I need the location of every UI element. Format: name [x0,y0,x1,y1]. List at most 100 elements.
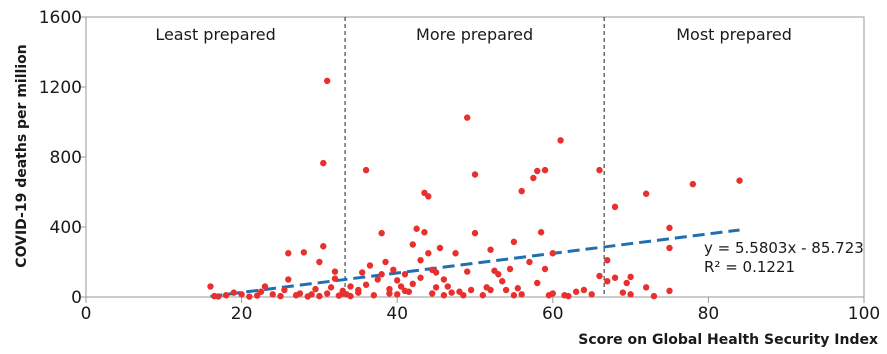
data-point [429,290,436,297]
data-point [572,288,580,295]
data-point [386,285,393,293]
region-label-2: Most prepared [676,25,792,44]
data-point [246,293,253,300]
data-point [666,287,673,295]
data-point [362,166,370,174]
data-point [464,268,471,275]
x-tick-label: 100 [848,304,880,324]
data-point [596,166,603,174]
y-tick-label: 800 [50,148,82,168]
data-point [444,283,451,290]
data-point [596,272,603,280]
data-point [502,286,510,294]
data-point [557,137,564,144]
x-axis-title: Score on Global Health Security Index [578,332,878,348]
data-point [425,193,432,200]
region-label-0: Least prepared [155,25,275,44]
data-point [316,258,323,266]
data-point [627,291,634,298]
data-point [541,265,549,273]
data-point [405,288,413,295]
data-point [308,291,315,298]
data-point [642,284,650,291]
data-point [417,257,424,264]
data-point [413,225,420,232]
trendline [210,228,740,298]
data-point [464,114,471,121]
data-point [425,250,432,257]
region-labels: Least prepared More prepared Most prepared [155,25,792,44]
x-tick-label: 40 [386,304,408,324]
data-point [619,289,627,296]
data-point [534,279,541,287]
data-point [269,291,276,298]
data-point [390,266,397,274]
x-tick-label: 60 [542,304,564,324]
data-point [378,229,385,237]
data-point [510,238,518,246]
data-point [537,229,545,236]
data-point [358,269,366,276]
data-point [666,224,673,232]
data-point [627,273,634,281]
y-axis-ticks: 0 400 800 1200 1600 [39,8,86,308]
data-point [518,187,525,195]
data-point [580,286,588,294]
data-point [467,286,475,294]
data-point [370,292,378,299]
data-point [222,292,230,299]
data-point [261,283,269,290]
data-point [487,286,494,294]
data-point [362,281,370,288]
data-point [506,265,514,273]
x-tick-label: 20 [231,304,253,324]
y-axis-title: COVID-19 deaths per million [14,44,30,267]
data-point [611,203,619,211]
data-point [541,166,549,174]
data-point [347,292,354,300]
data-point [549,250,556,257]
data-point [394,277,401,284]
data-point [623,279,630,287]
data-point [323,77,331,85]
data-point [514,285,521,292]
data-point [285,250,292,257]
data-point [534,167,541,175]
x-axis-ticks: 0 20 40 60 80 100 [81,297,880,324]
data-point [518,291,525,298]
y-tick-label: 1200 [39,78,82,98]
data-point [689,180,697,188]
data-point [460,292,467,299]
trendline-r-squared: R² = 0.1221 [704,258,795,276]
data-point [366,262,374,269]
data-point [666,244,673,252]
data-point [355,289,362,296]
data-point [230,289,238,296]
data-point [397,283,405,290]
data-point [331,268,339,275]
data-points [207,77,743,300]
y-tick-label: 0 [71,288,82,308]
data-point [378,271,385,278]
data-point [526,258,533,266]
data-point [409,241,416,248]
data-point [604,257,611,264]
data-point [253,292,261,299]
data-point [440,292,448,299]
data-point [479,292,486,299]
data-point [487,246,494,253]
data-point [238,291,245,298]
data-point [588,291,595,298]
y-tick-label: 400 [50,218,82,238]
data-point [495,271,502,278]
region-label-1: More prepared [416,25,533,44]
data-point [285,276,292,283]
data-point [417,274,424,281]
data-point [499,278,506,285]
x-tick-label: 0 [81,304,92,324]
data-point [530,174,537,182]
data-point [316,292,323,300]
data-point [347,283,354,290]
data-point [421,229,428,236]
